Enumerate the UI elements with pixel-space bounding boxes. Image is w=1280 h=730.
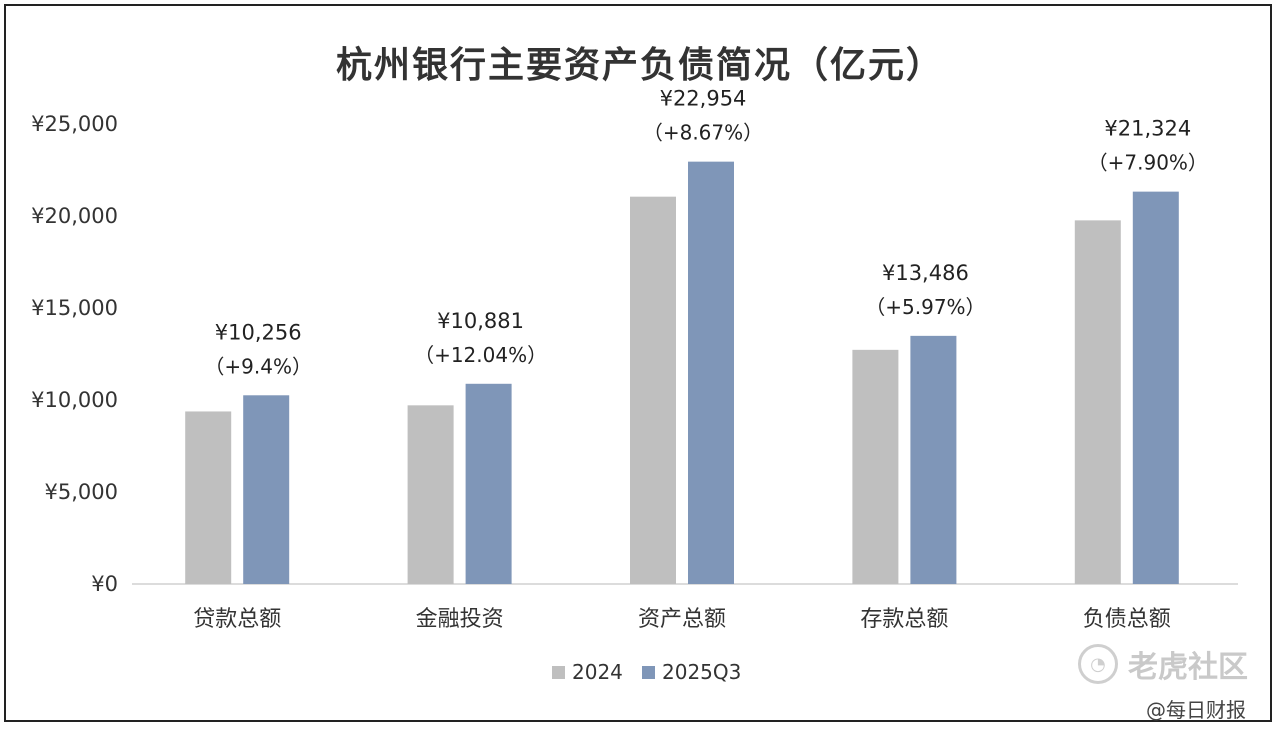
bar-2025q3 bbox=[243, 395, 290, 584]
data-label-change: （+8.67%） bbox=[643, 121, 763, 145]
legend-swatch-2025q3 bbox=[642, 666, 655, 679]
data-label-value: ¥13,486 bbox=[882, 261, 969, 285]
data-label-change: （+7.90%） bbox=[1088, 151, 1208, 175]
bar-2025q3 bbox=[465, 383, 512, 584]
data-label-change: （+9.4%） bbox=[204, 354, 312, 378]
legend-swatch-2024 bbox=[552, 666, 565, 679]
x-tick-label: 资产总额 bbox=[638, 607, 726, 632]
y-tick-label: ¥10,000 bbox=[31, 388, 118, 412]
legend-label-2024: 2024 bbox=[572, 660, 623, 684]
x-tick-label: 负债总额 bbox=[1083, 607, 1171, 632]
y-tick-label: ¥15,000 bbox=[31, 296, 118, 320]
bar-chart: ¥0 ¥5,000 ¥10,000 ¥15,000 ¥20,000 ¥25,000 贷款总额… bbox=[31, 87, 1238, 684]
y-tick-label: ¥0 bbox=[91, 572, 118, 596]
data-label-value: ¥10,256 bbox=[215, 320, 302, 344]
daily-watermark: @每日财报 bbox=[1146, 698, 1246, 722]
legend-label-2025q3: 2025Q3 bbox=[662, 660, 741, 684]
y-tick-label: ¥25,000 bbox=[31, 112, 118, 136]
y-tick-label: ¥5,000 bbox=[45, 480, 118, 504]
bar-2025q3 bbox=[688, 161, 734, 584]
chart-frame: 杭州银行主要资产负债简况（亿元） ¥0 ¥5,000 ¥10,000 ¥15,000 ¥… bbox=[4, 4, 1272, 722]
y-tick-label: ¥20,000 bbox=[31, 204, 118, 228]
x-tick-label: 贷款总额 bbox=[193, 607, 281, 632]
chart-title: 杭州银行主要资产负债简况（亿元） bbox=[335, 44, 944, 86]
x-tick-label: 存款总额 bbox=[860, 607, 948, 632]
data-label-value: ¥10,881 bbox=[437, 309, 524, 333]
tiger-logo-icon: ◔ bbox=[1078, 644, 1118, 684]
tiger-watermark-text: 老虎社区 bbox=[1128, 650, 1248, 685]
tiger-watermark: ◔ 老虎社区 bbox=[1078, 642, 1248, 686]
data-label-value: ¥21,324 bbox=[1104, 117, 1191, 141]
x-tick-label: 金融投资 bbox=[416, 607, 504, 632]
bar-2025q3 bbox=[1132, 191, 1179, 584]
data-label-change: （+5.97%） bbox=[865, 295, 985, 319]
data-label-value: ¥22,954 bbox=[660, 87, 747, 111]
bar-2024 bbox=[1074, 220, 1121, 585]
bar-2024 bbox=[185, 411, 232, 584]
bar-2025q3 bbox=[910, 335, 957, 584]
bar-2024 bbox=[630, 196, 676, 584]
bar-2024 bbox=[852, 349, 899, 584]
data-label-change: （+12.04%） bbox=[414, 343, 547, 367]
bar-2024 bbox=[407, 405, 454, 584]
